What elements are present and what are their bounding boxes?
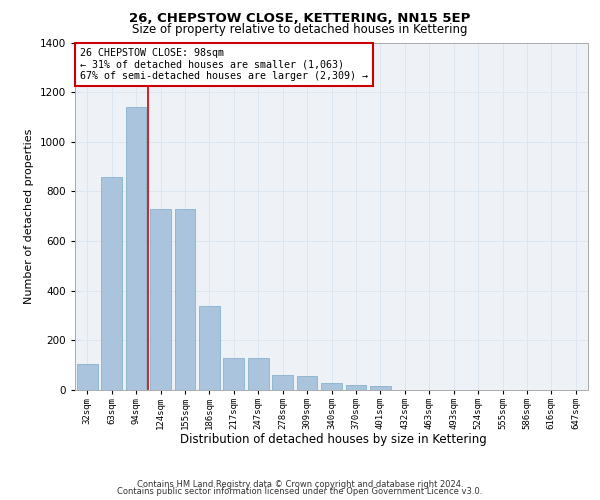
Bar <box>248 358 269 390</box>
Bar <box>77 364 98 390</box>
Text: 26 CHEPSTOW CLOSE: 98sqm
← 31% of detached houses are smaller (1,063)
67% of sem: 26 CHEPSTOW CLOSE: 98sqm ← 31% of detach… <box>80 48 368 81</box>
Bar <box>370 386 391 390</box>
Bar <box>321 382 342 390</box>
Text: 26, CHEPSTOW CLOSE, KETTERING, NN15 5EP: 26, CHEPSTOW CLOSE, KETTERING, NN15 5EP <box>130 12 470 26</box>
Bar <box>296 376 317 390</box>
Bar <box>272 375 293 390</box>
Bar <box>101 176 122 390</box>
Text: Size of property relative to detached houses in Kettering: Size of property relative to detached ho… <box>132 22 468 36</box>
Text: Contains public sector information licensed under the Open Government Licence v3: Contains public sector information licen… <box>118 487 482 496</box>
Bar <box>125 107 146 390</box>
Bar <box>175 209 196 390</box>
Y-axis label: Number of detached properties: Number of detached properties <box>24 128 34 304</box>
Text: Contains HM Land Registry data © Crown copyright and database right 2024.: Contains HM Land Registry data © Crown c… <box>137 480 463 489</box>
Bar <box>223 358 244 390</box>
Text: Distribution of detached houses by size in Kettering: Distribution of detached houses by size … <box>179 432 487 446</box>
Bar <box>150 209 171 390</box>
Bar <box>346 385 367 390</box>
Bar <box>199 306 220 390</box>
